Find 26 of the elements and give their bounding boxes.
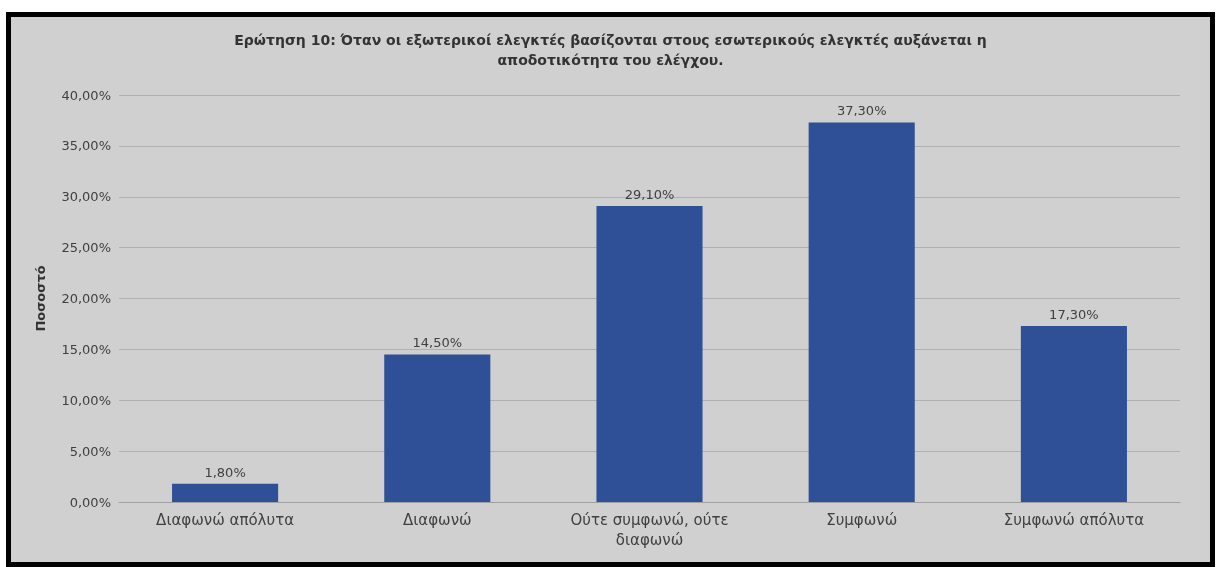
x-tick-label: Συμφωνώ xyxy=(826,511,898,529)
y-tick-label: 15,00% xyxy=(61,341,111,357)
bar xyxy=(596,205,703,502)
data-label: 1,80% xyxy=(204,464,246,480)
y-tick-label: 5,00% xyxy=(69,443,111,459)
x-tick-label: Διαφωνώ xyxy=(402,511,472,529)
data-label: 14,50% xyxy=(412,335,463,351)
y-tick-label: 40,00% xyxy=(61,87,111,103)
y-tick-label: 30,00% xyxy=(61,189,111,205)
data-label: 37,30% xyxy=(836,103,887,119)
bar xyxy=(808,122,915,502)
data-label: 29,10% xyxy=(624,186,675,202)
y-tick-label: 35,00% xyxy=(61,138,111,154)
y-tick-label: 20,00% xyxy=(61,291,111,306)
x-tick-label: Διαφωνώ απόλυτα xyxy=(156,511,295,529)
bar xyxy=(384,354,491,502)
chart-title: Ερώτηση 10: Όταν οι εξωτερικοί ελεγκτές βασίζονται στους εσωτερικούς ελεγκτές αυξάνεται η αποδοτικότητα του ελέγχου. xyxy=(234,32,987,68)
x-tick-label: Συμφωνώ απόλυτα xyxy=(1003,511,1145,529)
y-tick-label: 10,00% xyxy=(61,392,111,408)
bar xyxy=(172,483,279,502)
y-axis-title: Ποσοστό xyxy=(33,265,48,332)
y-tick-label: 0,00% xyxy=(69,494,111,510)
x-tick-label: Ούτε συμφωνώ, ούτε διαφωνώ xyxy=(570,511,729,549)
bar xyxy=(1020,325,1127,502)
data-label: 17,30% xyxy=(1049,306,1099,322)
y-tick-label: 25,00% xyxy=(61,240,111,256)
